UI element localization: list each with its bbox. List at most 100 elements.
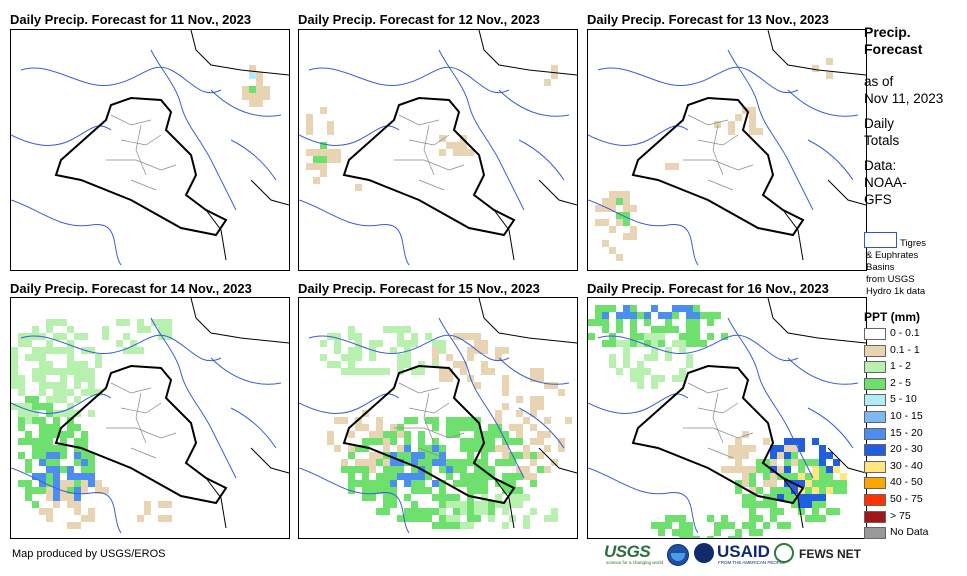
precip-cell: [467, 473, 474, 480]
precip-cell: [53, 459, 60, 466]
precip-cell: [11, 403, 18, 410]
precip-cell: [770, 494, 777, 501]
precip-cell: [411, 501, 418, 508]
precip-cell: [411, 508, 418, 515]
precip-cell: [362, 487, 369, 494]
precip-cell: [770, 480, 777, 487]
precip-cell: [474, 515, 481, 522]
precip-cell: [439, 508, 446, 515]
precip-cell: [53, 396, 60, 403]
ppt-legend-swatch: [864, 527, 886, 540]
precip-cell: [32, 410, 39, 417]
ppt-legend-swatch: [864, 444, 886, 457]
precip-cell: [537, 452, 544, 459]
ppt-legend-title: PPT (mm): [864, 310, 921, 324]
precip-cell: [544, 515, 551, 522]
precip-cell: [798, 438, 805, 445]
precip-cell: [819, 445, 826, 452]
precip-cell: [327, 156, 334, 163]
precip-cell: [616, 254, 623, 261]
precip-cell: [390, 459, 397, 466]
precip-cell: [11, 361, 18, 368]
precip-cell: [770, 452, 777, 459]
precip-cell: [11, 375, 18, 382]
basin-boundary: [807, 139, 854, 181]
precip-cell: [67, 389, 74, 396]
precip-cell: [481, 445, 488, 452]
precip-cell: [46, 319, 53, 326]
precip-cell: [637, 340, 644, 347]
precip-cell: [60, 452, 67, 459]
precip-cell: [383, 494, 390, 501]
usaid-tagline: FROM THE AMERICAN PEOPLE: [718, 560, 786, 565]
precip-cell: [18, 403, 25, 410]
precip-cell: [88, 410, 95, 417]
precip-cell: [60, 431, 67, 438]
precip-cell: [798, 508, 805, 515]
precip-cell: [376, 417, 383, 424]
precip-cell: [616, 191, 623, 198]
precip-cell: [481, 452, 488, 459]
precip-cell: [348, 466, 355, 473]
precip-cell: [833, 480, 840, 487]
sidebar-totals-2: Totals: [864, 133, 900, 148]
precip-cell: [502, 445, 509, 452]
precip-cell: [812, 459, 819, 466]
precip-cell: [530, 438, 537, 445]
precip-cell: [18, 438, 25, 445]
precip-cell: [544, 417, 551, 424]
precip-cell: [735, 114, 742, 121]
precip-cell: [67, 473, 74, 480]
precip-cell: [453, 424, 460, 431]
precip-cell: [460, 361, 467, 368]
country-border: [478, 30, 577, 261]
precip-cell: [32, 417, 39, 424]
precip-cell: [665, 515, 672, 522]
precip-cell: [95, 361, 102, 368]
precip-cell: [348, 431, 355, 438]
precip-cell: [686, 536, 693, 538]
precip-cell: [81, 473, 88, 480]
precip-cell: [679, 375, 686, 382]
precip-cell: [672, 515, 679, 522]
precip-cell: [784, 466, 791, 473]
map-svg-day1: [11, 30, 289, 270]
precip-cell: [467, 494, 474, 501]
precip-cell: [805, 494, 812, 501]
precip-cell: [67, 501, 74, 508]
precip-cell: [60, 480, 67, 487]
precip-cell: [756, 459, 763, 466]
ppt-legend-label: 50 - 75: [890, 493, 923, 505]
basin-boundary: [20, 334, 222, 362]
precip-cell: [25, 410, 32, 417]
precip-cell: [756, 466, 763, 473]
basin-boundary: [727, 49, 814, 211]
precip-cell: [137, 347, 144, 354]
precip-cell: [467, 501, 474, 508]
precip-cell: [39, 347, 46, 354]
precip-cell: [798, 494, 805, 501]
precip-cell: [102, 326, 109, 333]
precip-cell: [425, 445, 432, 452]
precip-cell: [446, 459, 453, 466]
precip-cell: [439, 466, 446, 473]
precip-cell: [263, 86, 270, 93]
precip-cell: [791, 501, 798, 508]
precip-cell: [805, 459, 812, 466]
precip-cell: [411, 515, 418, 522]
precip-cell: [256, 93, 263, 100]
precip-cell: [749, 508, 756, 515]
precip-cell: [362, 368, 369, 375]
precip-cell: [334, 340, 341, 347]
basin-boundary: [787, 89, 859, 117]
precip-cell: [630, 233, 637, 240]
precip-cell: [46, 494, 53, 501]
precip-cell: [74, 487, 81, 494]
precip-cell: [369, 480, 376, 487]
precip-cell: [544, 79, 551, 86]
precip-cell: [623, 312, 630, 319]
precip-cell: [397, 459, 404, 466]
precip-cell: [88, 459, 95, 466]
precip-cell: [439, 347, 446, 354]
precip-cell: [623, 205, 630, 212]
